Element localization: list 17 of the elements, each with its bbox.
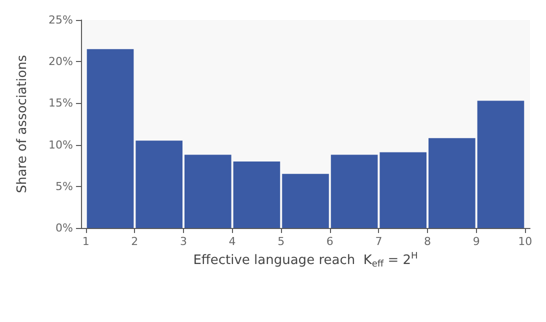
y-tick-label: 10% [48, 138, 73, 152]
x-tick-label: 4 [228, 235, 236, 248]
x-tick-label: 6 [326, 235, 334, 248]
y-axis-title: Share of associations [15, 54, 30, 194]
x-tick-label: 7 [375, 235, 382, 248]
x-tick-label: 5 [278, 235, 285, 248]
y-tick-label: 15% [48, 96, 73, 110]
y-tick-label: 5% [56, 180, 73, 193]
x-tick-label: 2 [131, 235, 138, 248]
y-tick-label: 20% [48, 55, 73, 68]
x-tick-label: 9 [472, 235, 480, 248]
x-tick-label: 1 [82, 235, 90, 248]
y-tick-label: 25% [48, 14, 73, 26]
x-tick-label: 10 [518, 235, 532, 248]
x-tick-label: 3 [180, 235, 187, 248]
x-tick-label: 8 [424, 235, 432, 248]
y-tick-label: 0% [56, 222, 73, 234]
